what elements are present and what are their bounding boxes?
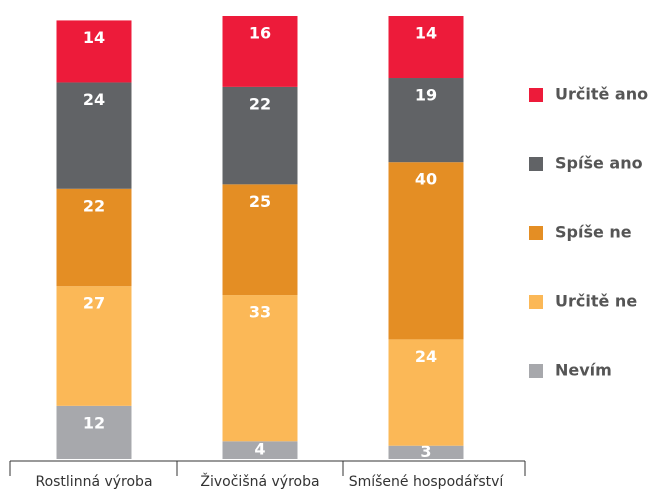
legend-swatch bbox=[529, 88, 543, 102]
x-tick-label: Rostlinná výroba bbox=[35, 474, 152, 490]
bar-segment bbox=[388, 78, 464, 163]
bar-segment bbox=[222, 441, 298, 459]
bar-segment bbox=[222, 86, 298, 185]
value-label: 12 bbox=[83, 413, 105, 432]
bar-segment bbox=[222, 184, 298, 296]
bar-segment bbox=[56, 188, 132, 287]
value-label: 24 bbox=[83, 90, 105, 109]
legend-label: Nevím bbox=[555, 361, 612, 380]
value-label: 16 bbox=[249, 24, 271, 43]
value-label: 24 bbox=[415, 347, 437, 366]
bar-segment bbox=[56, 405, 132, 459]
value-label: 19 bbox=[415, 86, 437, 105]
bar-segment bbox=[388, 339, 464, 446]
value-label: 14 bbox=[415, 24, 437, 43]
x-tick-label: Živočišná výroba bbox=[200, 472, 319, 490]
bar-segment bbox=[388, 162, 464, 340]
value-label: 33 bbox=[249, 303, 271, 322]
bar-segment bbox=[388, 16, 464, 79]
legend-swatch bbox=[529, 364, 543, 378]
legend-label: Spíše ne bbox=[555, 223, 632, 242]
value-label: 27 bbox=[83, 294, 105, 313]
legend-label: Určitě ne bbox=[555, 292, 637, 311]
bar-segment bbox=[222, 16, 298, 87]
value-label: 25 bbox=[249, 192, 271, 211]
legend-label: Určitě ano bbox=[555, 85, 648, 104]
bar-segment bbox=[56, 286, 132, 406]
legend-swatch bbox=[529, 295, 543, 309]
legend-swatch bbox=[529, 226, 543, 240]
value-label: 3 bbox=[420, 442, 431, 461]
legend-label: Spíše ano bbox=[555, 154, 643, 173]
bar-segment bbox=[388, 445, 464, 459]
value-label: 22 bbox=[83, 196, 105, 215]
bar-segment bbox=[56, 82, 132, 189]
x-tick-label: Smíšené hospodářství bbox=[349, 474, 505, 490]
value-label: 22 bbox=[249, 94, 271, 113]
value-label: 14 bbox=[83, 28, 105, 47]
legend-swatch bbox=[529, 157, 543, 171]
value-label: 4 bbox=[254, 440, 265, 459]
bar-segment bbox=[56, 20, 132, 83]
bar-segment bbox=[222, 295, 298, 442]
value-label: 40 bbox=[415, 170, 437, 189]
